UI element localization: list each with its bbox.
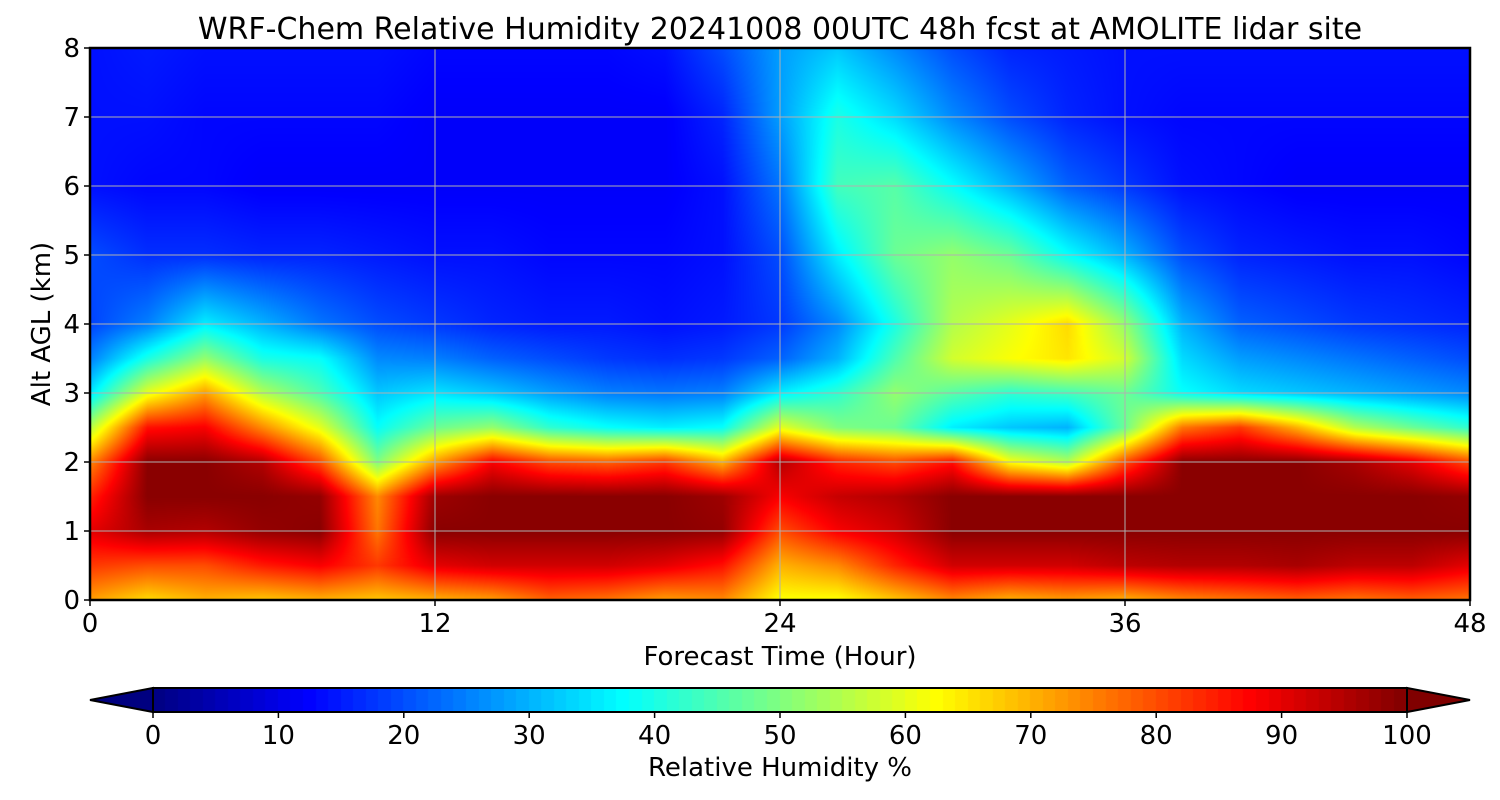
colorbar: 0 10 20 30 40 50 60 70 80 90 100 Relative Humidity… [89,686,1471,783]
plot-area [88,46,1472,602]
chart-title: WRF-Chem Relative Humidity 20241008 00UT… [198,12,1362,47]
y-tick-label: 4 [63,310,80,340]
y-tick-label: 8 [63,34,80,64]
colorbar-tick-label: 0 [145,721,162,751]
x-tick-label: 24 [763,609,796,639]
colorbar-gradient [153,688,1407,712]
colorbar-tick-label: 90 [1265,721,1298,751]
colorbar-tick-label: 10 [262,721,295,751]
colorbar-fo [153,688,1407,712]
x-axis-ticks: 0 12 24 36 48 [82,600,1487,639]
grid-lines [90,48,1470,600]
y-tick-label: 0 [63,586,80,616]
y-axis-label: Alt AGL (km) [27,242,57,406]
colorbar-label: Relative Humidity % [648,753,912,783]
colorbar-tick-label: 30 [513,721,546,751]
x-tick-label: 36 [1108,609,1141,639]
colorbar-tick-label: 60 [889,721,922,751]
colorbar-tick-label: 50 [763,721,796,751]
colorbar-tick-label: 70 [1014,721,1047,751]
y-tick-label: 2 [63,448,80,478]
colorbar-tick-label: 40 [638,721,671,751]
x-tick-label: 12 [418,609,451,639]
colorbar-min-extend [89,686,154,714]
y-tick-label: 1 [63,517,80,547]
y-axis-ticks: 0 1 2 3 4 5 6 7 8 [63,34,90,616]
colorbar-tick-label: 20 [387,721,420,751]
x-axis-label: Forecast Time (Hour) [643,642,916,672]
colorbar-tick-label: 80 [1140,721,1173,751]
x-tick-label: 48 [1453,609,1486,639]
colorbar-tick-label: 100 [1382,721,1432,751]
y-tick-label: 6 [63,172,80,202]
colorbar-max-extend [1406,686,1471,714]
x-tick-label: 0 [82,609,99,639]
y-tick-label: 7 [63,103,80,133]
y-tick-label: 3 [63,379,80,409]
colorbar-ticks: 0 10 20 30 40 50 60 70 80 90 100 [145,712,1432,751]
y-tick-label: 5 [63,241,80,271]
